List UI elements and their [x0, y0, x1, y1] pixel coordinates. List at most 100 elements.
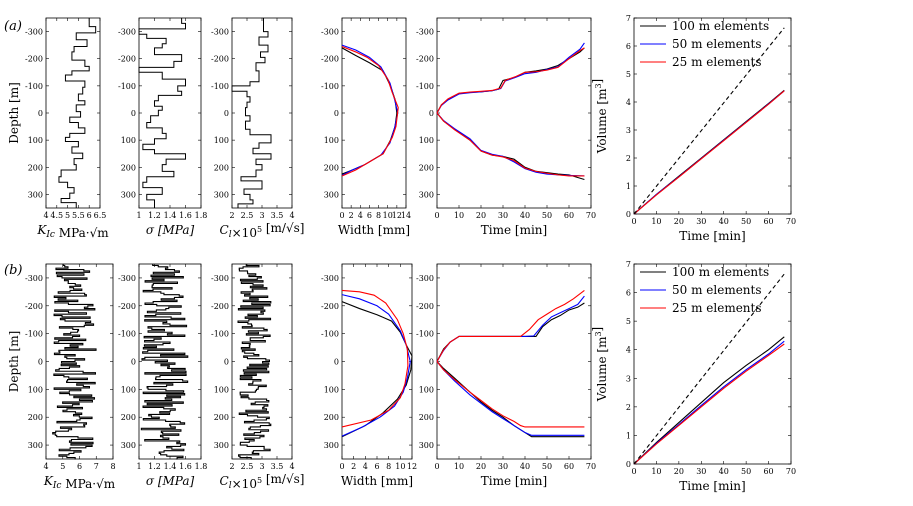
y-tick-label: -100: [118, 82, 136, 91]
series-25-m-elements-lower: [436, 112, 585, 177]
x-axis-label: Time [min]: [481, 223, 547, 237]
x-tick-label: 12: [407, 462, 417, 471]
x-axis-label: Width [mm]: [341, 474, 413, 488]
x-tick-label: 20: [476, 211, 486, 220]
y-tick-label: -300: [416, 28, 434, 37]
y-tick-label: 2: [626, 154, 631, 163]
x-tick-label: 8: [376, 211, 381, 220]
series-reference: [633, 27, 785, 215]
x-tick-label: 3: [259, 211, 264, 220]
x-tick-label: 10: [454, 462, 464, 471]
y-tick-label: -100: [25, 82, 43, 91]
x-tick-label: 5.5: [72, 211, 85, 220]
x-tick-label: 0: [631, 467, 636, 476]
legend-entry: 50 m elements: [672, 283, 762, 297]
y-axis-label: Volume [m3]: [590, 79, 609, 155]
x-tick-label: 3: [259, 462, 264, 471]
x-tick-label: 30: [498, 211, 508, 220]
y-tick-label: 7: [626, 260, 631, 269]
x-tick-label: 0: [631, 217, 636, 226]
x-tick-label: 70: [786, 467, 796, 476]
y-tick-label: -200: [118, 302, 136, 311]
x-tick-label: 6: [374, 462, 379, 471]
series-reference: [633, 273, 785, 465]
x-tick-label: 30: [498, 462, 508, 471]
profile-line: [231, 18, 272, 208]
x-tick-label: 4: [358, 211, 363, 220]
y-tick-label: 0: [131, 358, 136, 367]
y-tick-label: 200: [214, 163, 229, 172]
x-tick-label: 50: [741, 467, 751, 476]
y-tick-label: -200: [321, 302, 339, 311]
series-100-m-elements: [436, 47, 585, 114]
x-tick-label: 70: [586, 211, 596, 220]
x-tick-label: 1: [136, 211, 141, 220]
x-tick-label: 1.6: [179, 462, 192, 471]
series-50-m-elements: [341, 44, 399, 176]
chart-a-kic: 4 4.5 5 5.5 6 6.5 -300 -200 -100 0 100 200 300 KIc MP…: [7, 17, 109, 240]
x-tick-label: 6: [367, 211, 372, 220]
axes-box: [138, 17, 202, 209]
y-tick-label: -100: [416, 330, 434, 339]
y-tick-label: -300: [25, 274, 43, 283]
y-tick-label: -200: [118, 55, 136, 64]
x-tick-label: 2.5: [241, 462, 254, 471]
x-tick-label: 14: [401, 211, 411, 220]
x-tick-label: 5: [65, 211, 70, 220]
legend-entry: 50 m elements: [672, 37, 762, 51]
series-25-m-elements: [633, 90, 785, 215]
y-tick-label: 200: [419, 413, 434, 422]
x-tick-label: 0: [434, 462, 439, 471]
x-tick-label: 1.2: [148, 462, 161, 471]
y-tick-label: -200: [416, 55, 434, 64]
series-50-m-elements-lower: [436, 112, 585, 177]
series-25-m-elements: [436, 47, 585, 114]
series-100-m-elements-lower: [436, 112, 585, 181]
x-axis-label: Cl×105 [m/√s]: [220, 472, 305, 491]
y-tick-label: 5: [626, 70, 631, 79]
y-tick-label: 4: [626, 346, 631, 355]
chart-b-kic: 4 5 6 7 8 -300 -200 -100 0 100 200 300 KIc MPa·√m Dep…: [7, 263, 116, 491]
y-tick-label: 100: [28, 385, 43, 394]
x-tick-label: 50: [741, 217, 751, 226]
y-tick-label: 1: [626, 431, 631, 440]
y-tick-label: -200: [416, 302, 434, 311]
x-tick-label: 2.5: [241, 211, 254, 220]
y-tick-label: 0: [334, 109, 339, 118]
y-tick-label: -300: [118, 274, 136, 283]
y-tick-label: 1: [626, 182, 631, 191]
x-tick-label: 1.2: [148, 211, 161, 220]
x-tick-label: 1.4: [164, 211, 177, 220]
axes-box: [436, 17, 592, 209]
y-tick-label: -100: [416, 82, 434, 91]
x-axis-label: Time [min]: [679, 479, 745, 493]
y-tick-label: -100: [118, 330, 136, 339]
y-tick-label: -100: [211, 82, 229, 91]
y-tick-label: 100: [121, 136, 136, 145]
x-tick-label: 5: [60, 462, 65, 471]
x-tick-label: 6: [87, 211, 92, 220]
x-axis-label: KIc MPa·√m: [43, 474, 116, 491]
x-tick-label: 1.8: [195, 462, 208, 471]
x-tick-label: 10: [395, 462, 405, 471]
y-tick-label: 0: [224, 358, 229, 367]
x-tick-label: 40: [719, 217, 729, 226]
y-tick-label: 0: [131, 109, 136, 118]
x-tick-label: 0: [434, 211, 439, 220]
y-tick-label: -300: [321, 28, 339, 37]
x-axis-label: σ [MPa]: [146, 474, 195, 488]
x-tick-label: 1.8: [195, 211, 208, 220]
x-tick-label: 12: [392, 211, 402, 220]
x-tick-label: 20: [674, 467, 684, 476]
series-100-m-elements: [633, 336, 785, 465]
x-tick-label: 60: [763, 217, 773, 226]
x-tick-label: 30: [696, 467, 706, 476]
x-axis-label: Cl×105 [m/√s]: [220, 221, 305, 240]
y-tick-label: 300: [121, 441, 136, 450]
y-tick-label: 300: [28, 190, 43, 199]
chart-b-cl: 2 2.5 3 3.5 4 -300 -200 -100 0 100 200 300 Cl×105 [m…: [211, 263, 305, 491]
series-100-m-elements-lower: [436, 361, 585, 438]
series-25-m-elements: [341, 289, 409, 428]
x-tick-label: 6: [77, 462, 82, 471]
